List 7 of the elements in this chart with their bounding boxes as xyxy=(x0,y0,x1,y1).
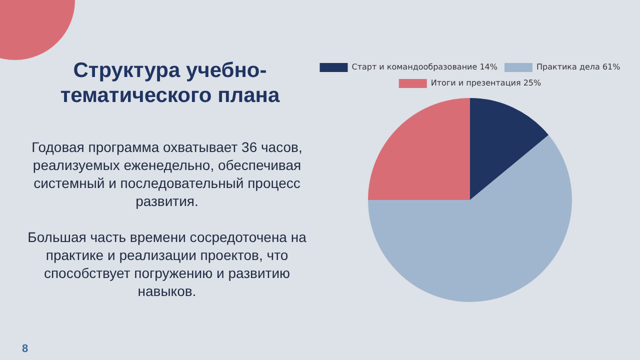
legend-label: Старт и командообразование 14% xyxy=(352,62,498,72)
chart-title: Структура учебно-тематического плана xyxy=(59,58,281,108)
legend-label: Итоги и презентация 25% xyxy=(430,78,542,88)
legend-label: Практика дела 61% xyxy=(536,62,621,72)
text: Большая часть времени сосредоточена на практике и реализации проектов, что способствует погружению и развитию навыков. xyxy=(26,228,308,300)
text: 8 xyxy=(22,342,28,357)
text: Годовая программа охватывает 36 часов, реализуемых еженедельно, обеспечивая системный и последовательный процесс развития. xyxy=(30,138,304,210)
